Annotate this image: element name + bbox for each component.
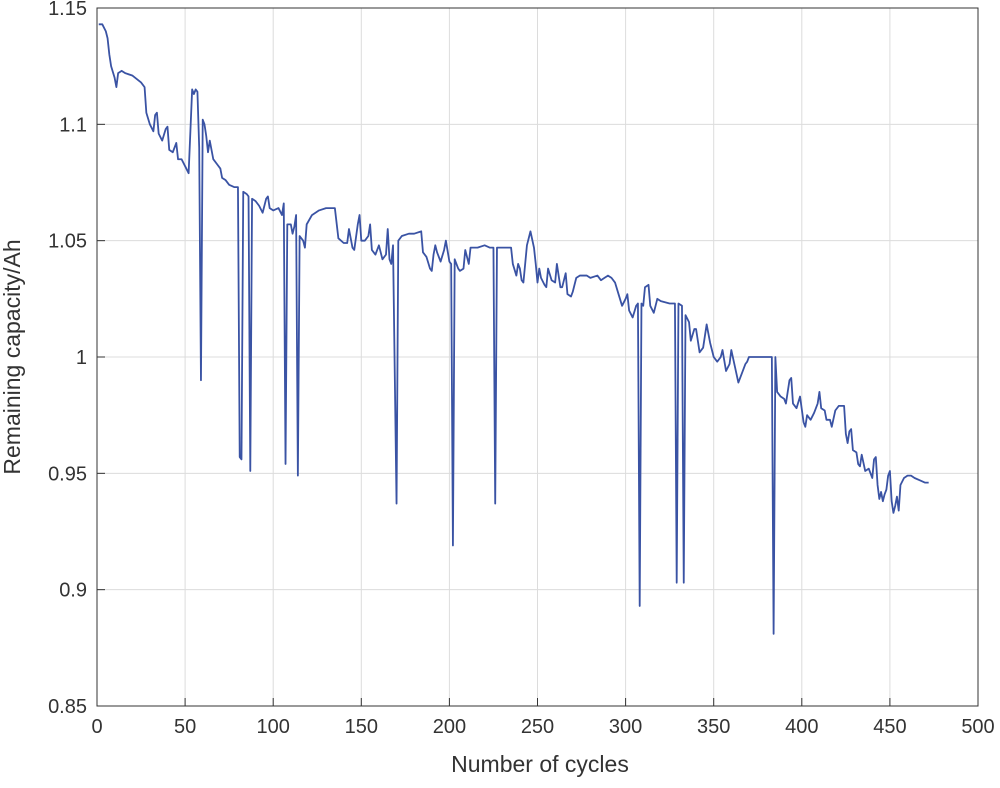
y-tick-label: 0.85 [48,696,87,718]
x-tick-label: 150 [345,716,378,738]
x-tick-label: 300 [609,716,642,738]
x-tick-label: 100 [257,716,290,738]
x-tick-label: 50 [174,716,196,738]
x-tick-label: 450 [873,716,906,738]
x-tick-label: 200 [433,716,466,738]
y-tick-label: 1.05 [48,231,87,253]
x-axis-label: Number of cycles [451,751,629,777]
y-axis-label: Remaining capacity/Ah [0,239,25,474]
y-tick-label: 1 [76,347,87,369]
x-tick-label: 0 [91,716,102,738]
y-tick-label: 0.9 [59,580,87,602]
y-tick-label: 1.15 [48,0,87,20]
data-line [98,23,929,635]
x-tick-label: 350 [697,716,730,738]
x-tick-label: 500 [961,716,994,738]
y-tick-label: 0.95 [48,463,87,485]
x-tick-label: 400 [785,716,818,738]
plot-frame [96,7,979,707]
y-tick-label: 1.1 [59,114,87,136]
x-tick-label: 250 [521,716,554,738]
